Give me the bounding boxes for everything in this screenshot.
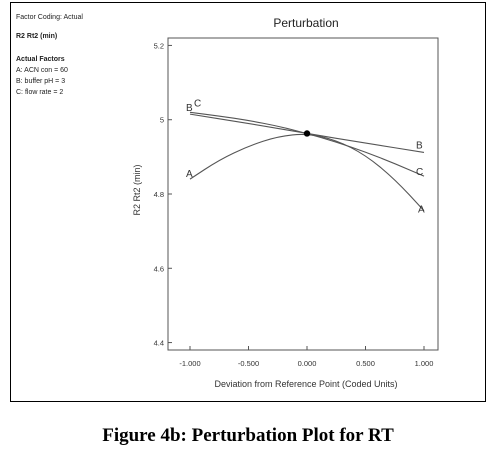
factor-coding-label: Factor Coding: Actual: [16, 14, 83, 21]
x-axis-title: Deviation from Reference Point (Coded Un…: [214, 379, 397, 389]
series-end-label-a: A: [418, 205, 425, 216]
x-axis: -1.000 -0.500 0.000 0.500 1.000: [179, 346, 433, 368]
y-axis: 4.4 4.6 4.8 5 5.2: [154, 41, 172, 348]
series-line-c: [189, 111, 425, 177]
x-tick-label: -1.000: [179, 359, 200, 368]
series-end-label-c: C: [416, 167, 423, 178]
y-tick-label: 4.4: [154, 339, 164, 348]
series-line-a: [189, 133, 425, 212]
y-tick-label: 5.2: [154, 41, 164, 50]
actual-factors-heading: Actual Factors: [16, 56, 65, 63]
figure-frame: [10, 2, 486, 402]
y-tick-label: 5: [160, 116, 164, 125]
factor-c-label: C: flow rate = 2: [16, 89, 64, 96]
x-tick-label: -0.500: [238, 359, 259, 368]
response-label: R2 Rt2 (min): [16, 33, 58, 40]
x-tick-label: 0.500: [356, 359, 375, 368]
series-start-label-b: B: [186, 103, 193, 114]
factor-info-panel: Factor Coding: Actual R2 Rt2 (min) Actua…: [16, 12, 136, 98]
reference-point: [303, 130, 311, 137]
series-start-label-c: C: [194, 98, 201, 109]
chart-title: Perturbation: [273, 16, 338, 30]
y-tick-label: 4.8: [154, 190, 164, 199]
series-start-label-a: A: [186, 169, 193, 180]
figure-caption: Figure 4b: Perturbation Plot for RT: [102, 425, 394, 446]
x-tick-label: 1.000: [415, 359, 434, 368]
factor-b-label: B: buffer pH = 3: [16, 78, 66, 85]
y-tick-label: 4.6: [154, 264, 164, 273]
y-axis-title: R2 Rt2 (min): [132, 164, 142, 215]
x-tick-label: 0.000: [298, 359, 317, 368]
plot-area: [167, 37, 439, 351]
factor-a-label: A: ACN con = 60: [16, 67, 68, 74]
series-end-label-b: B: [416, 140, 423, 151]
